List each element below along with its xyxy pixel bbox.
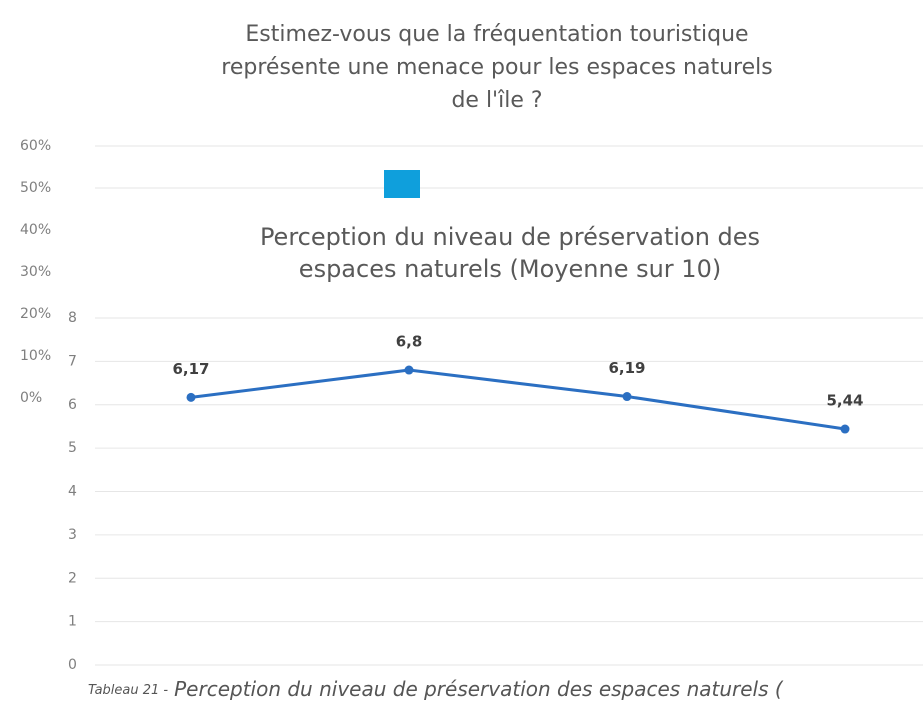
y-tick-label: 6: [68, 397, 77, 413]
chart-title: espaces naturels (Moyenne sur 10): [299, 255, 721, 283]
y-tick-label: 5: [68, 440, 77, 456]
value-label: 6,8: [396, 333, 423, 351]
y-tick-label: 4: [68, 484, 77, 500]
line: [190, 368, 846, 431]
y-tick-label: 0%: [20, 390, 42, 406]
y-tick-label: 2: [68, 570, 77, 586]
front-chart: Perception du niveau de préservation des…: [68, 223, 923, 673]
value-label: 5,44: [826, 392, 863, 410]
y-tick-label: 3: [68, 527, 77, 543]
y-tick-label: 20%: [20, 306, 51, 322]
y-tick-label: 60%: [20, 138, 51, 154]
caption: Tableau 21 - Perception du niveau de prés…: [88, 677, 784, 701]
value-label: 6,19: [608, 359, 645, 377]
y-tick-label: 10%: [20, 348, 51, 364]
y-tick-label: 0: [68, 657, 77, 673]
y-tick-label: 8: [68, 310, 77, 326]
y-tick-label: 40%: [20, 222, 51, 238]
point: [404, 365, 414, 375]
point: [840, 424, 850, 434]
y-tick-label: 1: [68, 614, 77, 630]
chart-title: représente une menace pour les espaces n…: [221, 55, 772, 80]
front-panel: [62, 205, 923, 685]
caption-label: Tableau 21 -: [88, 683, 168, 698]
caption-text: Perception du niveau de préservation des…: [174, 677, 784, 701]
point: [186, 392, 196, 402]
y-tick-label: 50%: [20, 180, 51, 196]
value-label: 6,17: [172, 360, 209, 378]
y-tick-label: 30%: [20, 264, 51, 280]
y-tick-label: 7: [68, 353, 77, 369]
point: [622, 392, 632, 402]
legend-swatch: [384, 170, 420, 198]
chart-title: de l'île ?: [451, 88, 542, 113]
chart-title: Perception du niveau de préservation des: [260, 223, 760, 251]
chart-title: Estimez-vous que la fréquentation touris…: [245, 22, 748, 47]
